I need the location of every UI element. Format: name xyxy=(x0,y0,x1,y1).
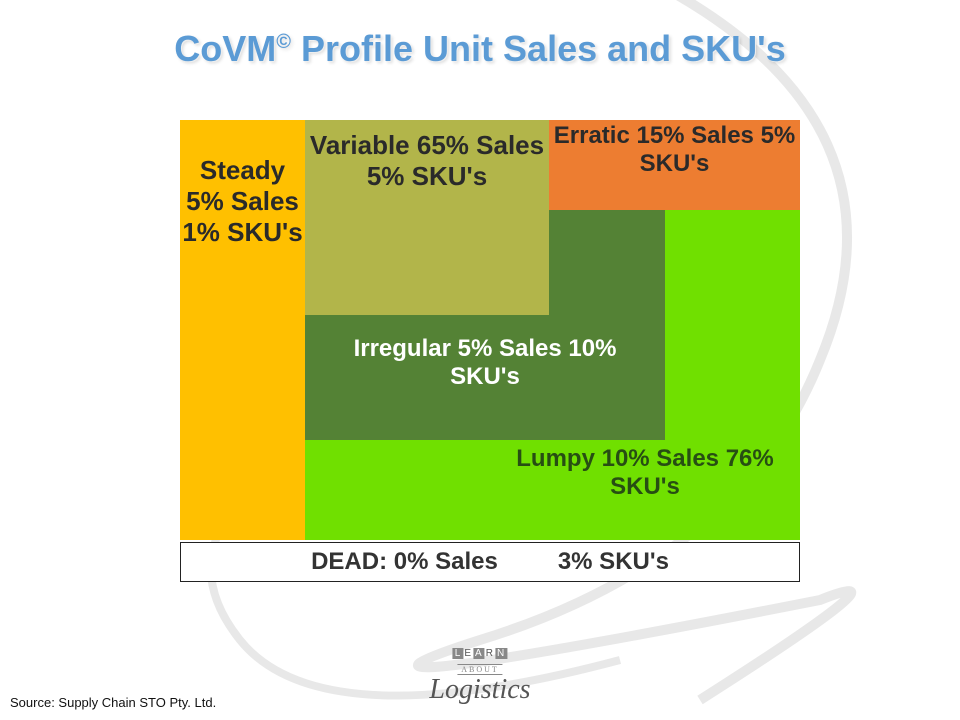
region-dead: DEAD: 0% Sales 3% SKU's xyxy=(180,542,800,582)
label-steady: Steady 5% Sales 1% SKU's xyxy=(180,155,305,248)
covm-chart: Lumpy 10% Sales 76% SKU's Irregular 5% S… xyxy=(180,120,800,540)
logo-logistics: Logistics xyxy=(429,677,530,702)
dead-label: DEAD: 0% Sales xyxy=(311,548,498,576)
title-main: CoVM xyxy=(174,28,276,69)
source-text: Source: Supply Chain STO Pty. Ltd. xyxy=(10,695,216,710)
label-lumpy: Lumpy 10% Sales 76% SKU's xyxy=(515,445,775,501)
label-variable: Variable 65% Sales 5% SKU's xyxy=(305,130,549,192)
label-irregular: Irregular 5% Sales 10% SKU's xyxy=(335,335,635,391)
page-title: CoVM© Profile Unit Sales and SKU's xyxy=(0,28,960,70)
dead-skus: 3% SKU's xyxy=(558,548,669,576)
logo-learn: LEARN xyxy=(429,648,530,659)
label-erratic: Erratic 15% Sales 5% SKU's xyxy=(549,122,800,177)
title-rest: Profile Unit Sales and SKU's xyxy=(291,28,786,69)
logo: LEARN ABOUT Logistics xyxy=(429,648,530,702)
title-sup: © xyxy=(276,31,291,53)
